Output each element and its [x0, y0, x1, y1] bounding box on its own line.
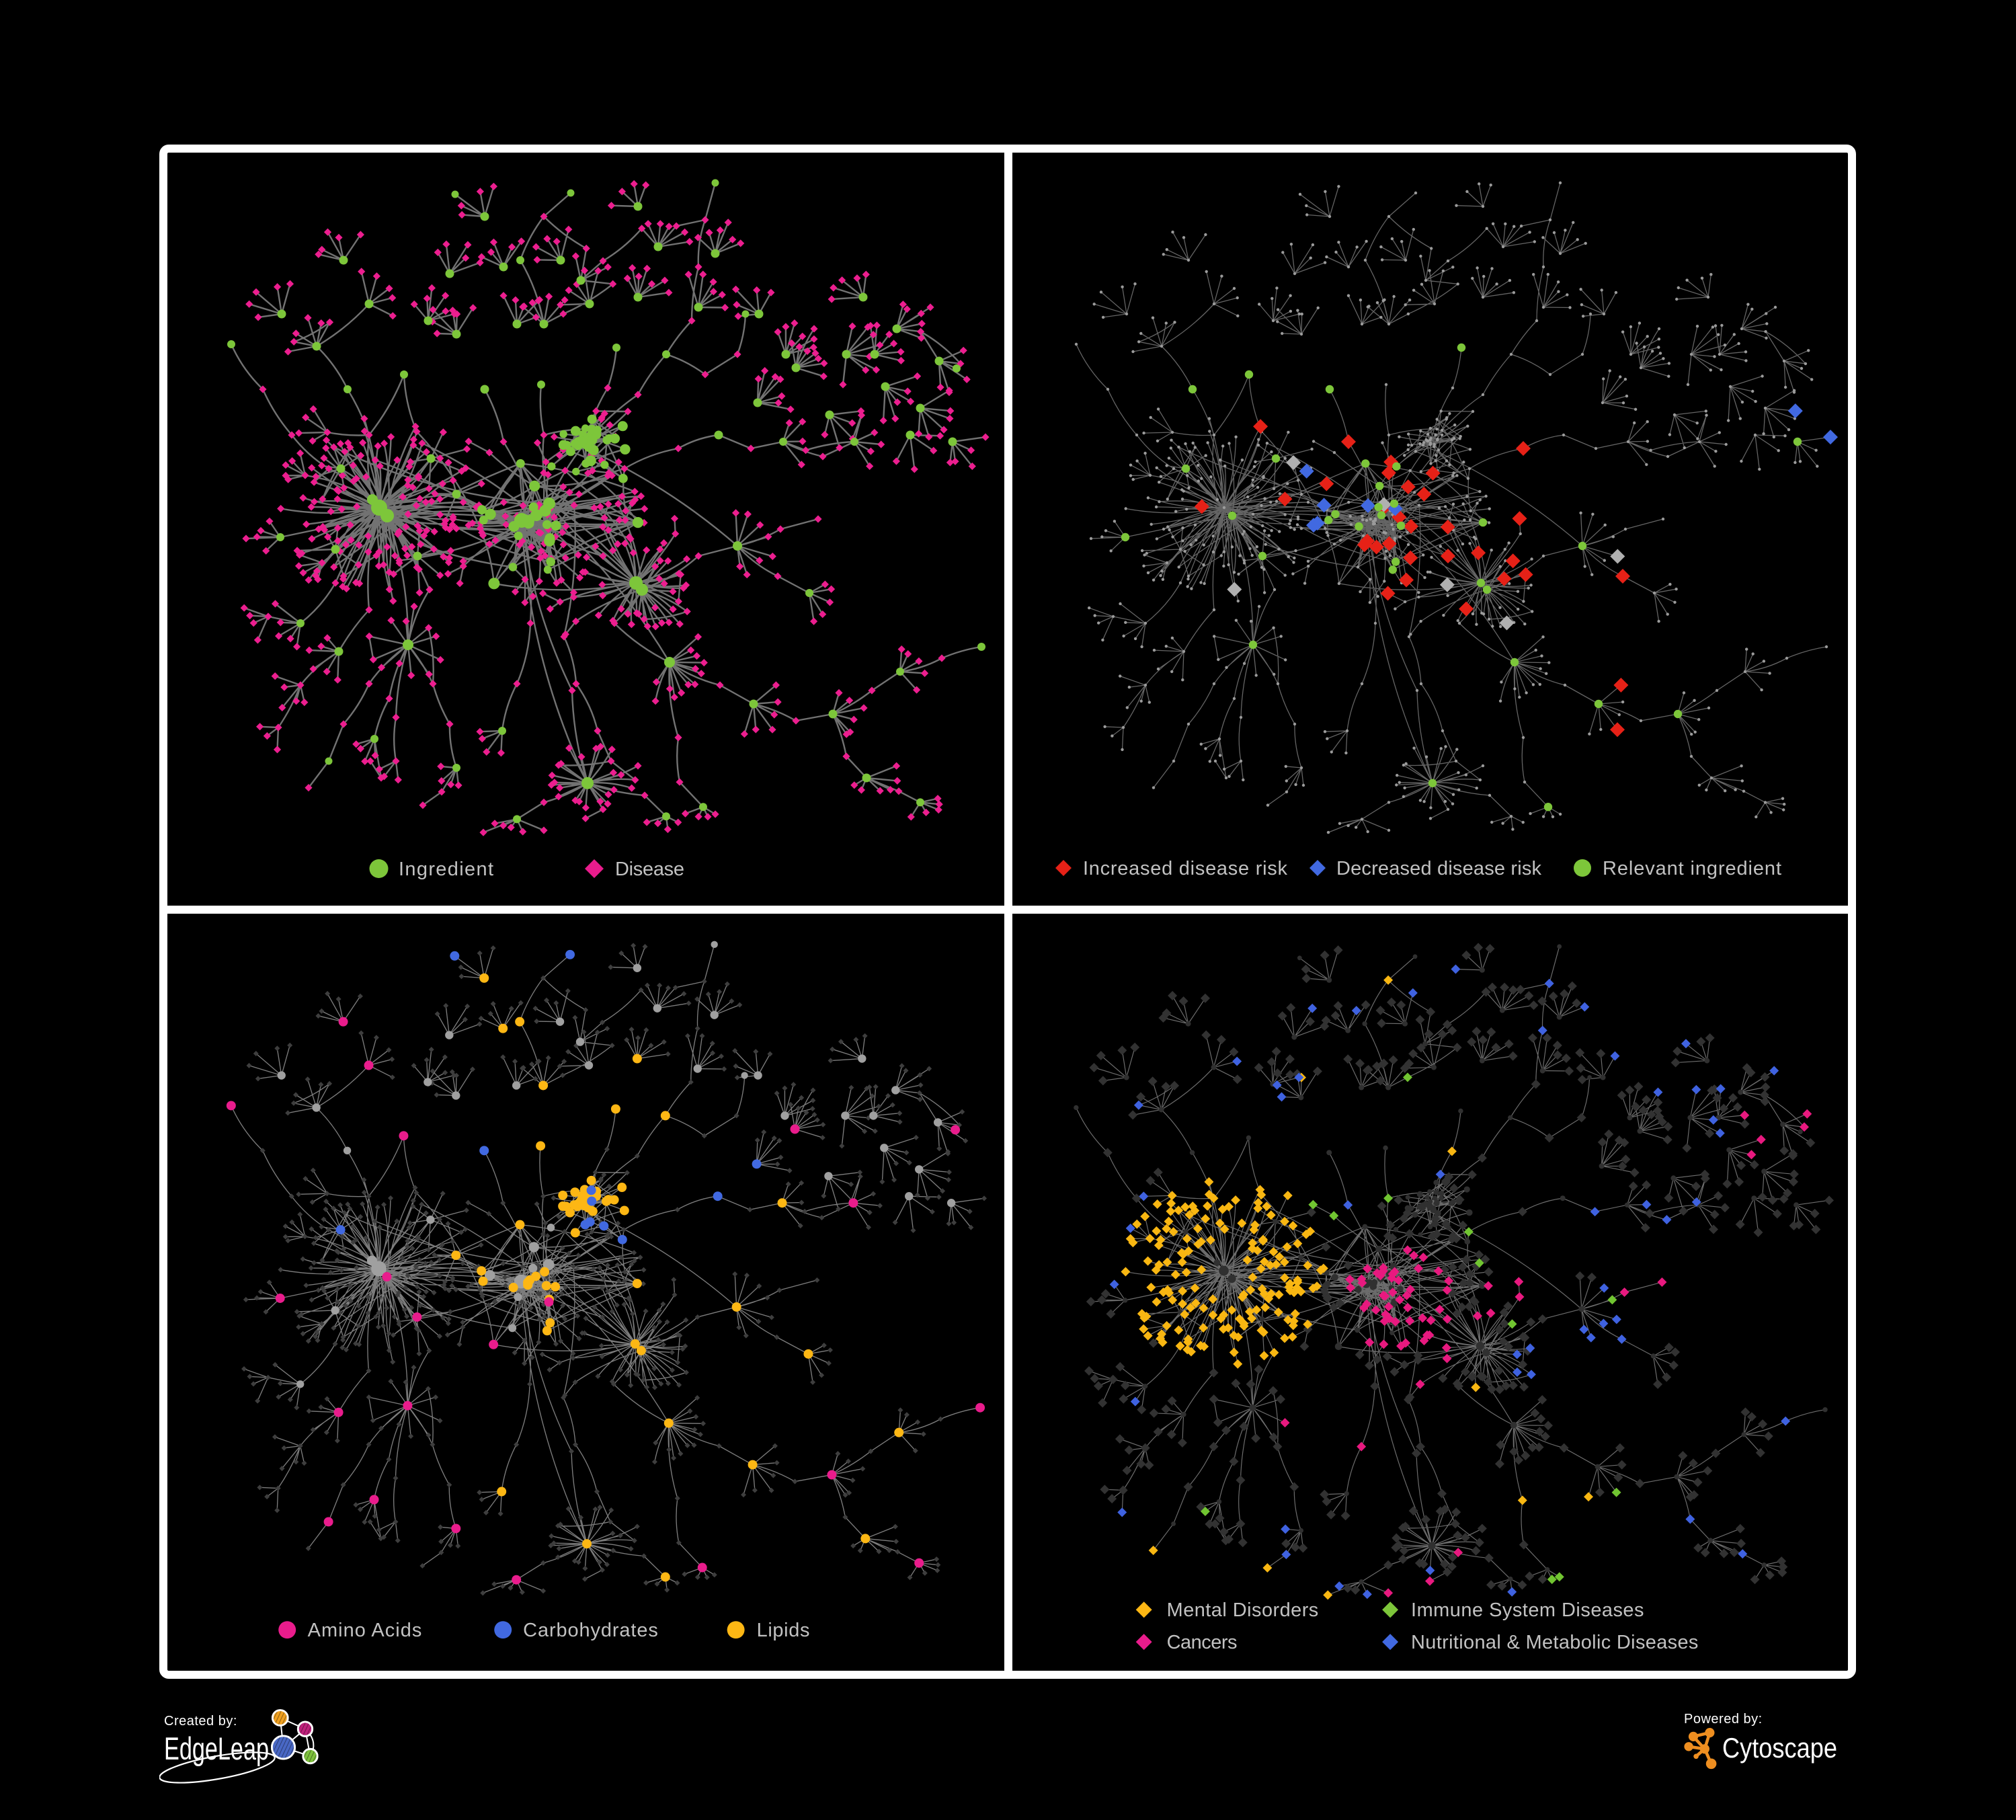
svg-text:Disease: Disease	[615, 859, 684, 880]
svg-text:Mental Disorders: Mental Disorders	[1167, 1599, 1319, 1621]
svg-text:Nutritional & Metabolic Diseas: Nutritional & Metabolic Diseases	[1411, 1632, 1698, 1653]
svg-text:Relevant ingredient: Relevant ingredient	[1603, 858, 1781, 879]
svg-text:Cancers: Cancers	[1167, 1632, 1238, 1653]
svg-text:Amino Acids: Amino Acids	[308, 1620, 422, 1641]
svg-text:Carbohydrates: Carbohydrates	[523, 1620, 658, 1641]
svg-text:Ingredient: Ingredient	[399, 859, 493, 880]
svg-text:Decreased disease risk: Decreased disease risk	[1336, 858, 1542, 879]
svg-text:Lipids: Lipids	[757, 1620, 810, 1641]
svg-text:Powered by:: Powered by:	[1684, 1712, 1763, 1727]
svg-text:EdgeLeap: EdgeLeap	[164, 1731, 269, 1766]
svg-text:Cytoscape: Cytoscape	[1722, 1732, 1837, 1764]
svg-text:Created by:: Created by:	[164, 1714, 237, 1729]
svg-text:Immune System Diseases: Immune System Diseases	[1411, 1599, 1644, 1621]
svg-text:Increased disease risk: Increased disease risk	[1083, 858, 1288, 879]
